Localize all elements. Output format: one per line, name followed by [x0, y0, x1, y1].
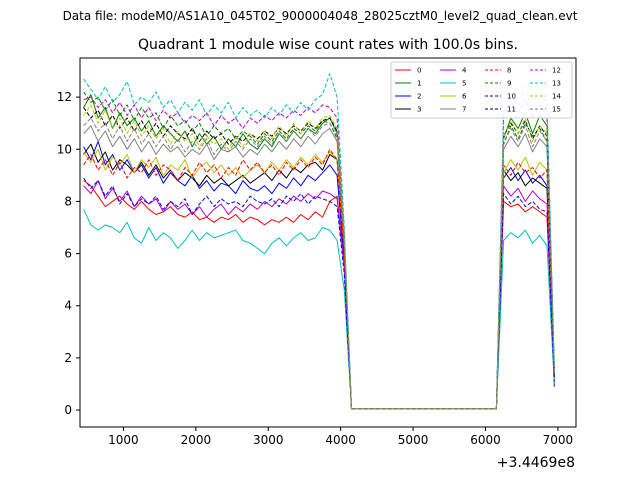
x-tick-label: 4000	[325, 433, 356, 447]
series-layer	[83, 73, 555, 410]
legend-label-0: 0	[417, 67, 421, 75]
legend-label-1: 1	[417, 80, 421, 88]
x-axis: 1000 2000 3000 4000 5000 6000 7000	[108, 427, 573, 447]
legend-box	[390, 61, 573, 119]
y-axis: 0 2 4 6 8 10 12	[57, 90, 80, 417]
legend-label-4: 4	[462, 67, 467, 75]
legend-label-10: 10	[507, 93, 516, 101]
x-tick-label: 5000	[398, 433, 429, 447]
x-tick-label: 2000	[181, 433, 212, 447]
y-tick-label: 4	[64, 299, 72, 313]
legend-label-13: 13	[552, 80, 561, 88]
x-tick-label: 3000	[253, 433, 284, 447]
legend-label-8: 8	[507, 67, 511, 75]
legend-label-9: 9	[507, 80, 511, 88]
legend-label-2: 2	[417, 93, 421, 101]
x-tick-label: 1000	[108, 433, 139, 447]
y-tick-label: 10	[57, 142, 72, 156]
legend-label-6: 6	[462, 93, 467, 101]
legend-label-7: 7	[462, 106, 466, 114]
chart-title: Quadrant 1 module wise count rates with …	[138, 37, 518, 53]
series-line-9	[83, 91, 555, 410]
series-line-15	[83, 117, 555, 410]
y-tick-label: 12	[57, 90, 72, 104]
y-tick-label: 6	[64, 247, 72, 261]
legend-label-12: 12	[552, 67, 561, 75]
legend-label-5: 5	[462, 80, 466, 88]
y-tick-label: 2	[64, 351, 72, 365]
legend-label-3: 3	[417, 106, 421, 114]
x-axis-offset-label: +3.4469e8	[497, 455, 575, 471]
legend-label-15: 15	[552, 106, 561, 114]
series-line-12	[83, 96, 555, 410]
legend-label-14: 14	[552, 93, 561, 101]
x-tick-label: 6000	[470, 433, 501, 447]
axes-frame	[79, 57, 577, 428]
y-tick-label: 0	[64, 403, 72, 417]
series-line-5	[83, 209, 555, 410]
plot-area	[79, 57, 577, 428]
x-tick-label: 7000	[543, 433, 574, 447]
y-tick-label: 8	[64, 194, 72, 208]
legend-label-11: 11	[507, 106, 516, 114]
chart-suptitle: Data file: modeM0/AS1A10_045T02_90000040…	[63, 9, 578, 23]
